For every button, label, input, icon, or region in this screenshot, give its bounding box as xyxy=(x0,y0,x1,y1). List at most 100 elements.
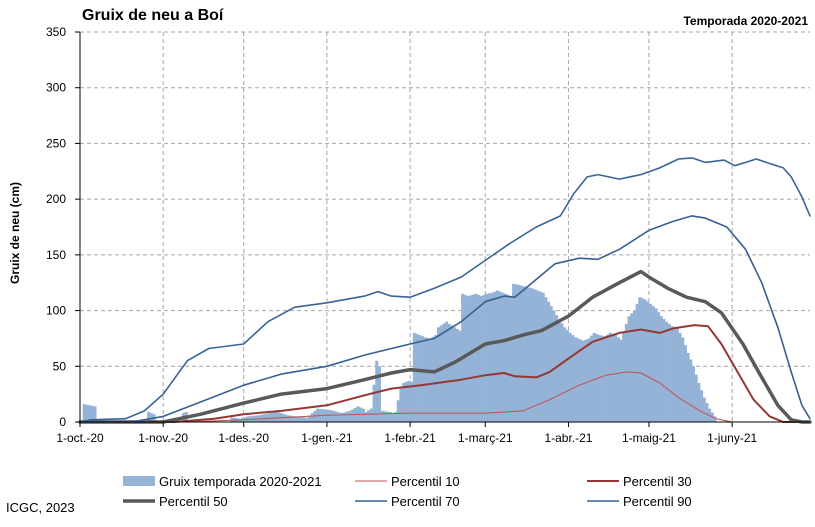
snow-depth-bar xyxy=(670,326,674,422)
snow-depth-bar xyxy=(517,284,521,422)
snow-depth-bar xyxy=(388,411,392,422)
snow-depth-bar xyxy=(557,319,561,422)
snow-depth-bar xyxy=(377,366,381,422)
snow-depth-bar xyxy=(415,333,419,422)
snow-depth-bar xyxy=(147,411,151,422)
snow-depth-bar xyxy=(418,335,422,422)
snow-depth-bar xyxy=(420,336,424,422)
snow-depth-bar xyxy=(520,285,524,422)
snow-depth-bar xyxy=(501,292,505,422)
snow-depth-bar xyxy=(525,287,529,422)
snow-depth-bar xyxy=(310,413,314,422)
snow-depth-bar xyxy=(603,336,607,422)
snow-depth-bar xyxy=(477,294,481,422)
snow-depth-bar xyxy=(713,416,717,422)
snow-depth-bar xyxy=(683,345,687,422)
snow-depth-bar xyxy=(426,337,430,422)
snow-depth-bar xyxy=(412,332,416,422)
snow-depth-bar xyxy=(479,296,483,422)
lines-layer xyxy=(78,157,812,424)
snow-depth-bar xyxy=(632,310,636,422)
snow-depth-bar xyxy=(364,411,368,422)
snow-depth-bar xyxy=(340,413,344,422)
snow-depth-bar xyxy=(675,328,679,422)
snow-depth-bar xyxy=(624,323,628,422)
snow-depth-bar xyxy=(678,332,682,422)
snow-depth-bar xyxy=(471,294,475,422)
snow-depth-bar xyxy=(458,330,462,422)
snow-depth-bar xyxy=(391,413,395,422)
x-tick-label: 1-maig-21 xyxy=(622,431,676,445)
snow-depth-bar xyxy=(619,339,623,422)
snow-depth-bar xyxy=(90,405,94,422)
snow-depth-bar xyxy=(563,327,567,422)
snow-depth-bar xyxy=(450,325,454,422)
snow-depth-bar xyxy=(544,297,548,422)
snow-depth-bar xyxy=(587,338,591,422)
snow-depth-bar xyxy=(493,291,497,422)
snow-depth-bar xyxy=(85,404,89,422)
line-percentil-10 xyxy=(79,371,811,423)
y-tick-label: 50 xyxy=(53,359,67,373)
snow-depth-bar xyxy=(597,335,602,422)
snow-depth-bar xyxy=(651,306,655,422)
snow-depth-bar xyxy=(541,292,545,422)
snow-depth-bar xyxy=(568,332,572,422)
bars-layer xyxy=(82,283,717,422)
snow-depth-bar xyxy=(447,323,451,422)
snow-depth-bar xyxy=(611,333,615,422)
x-tick-label: 1-març-21 xyxy=(458,431,513,445)
y-tick-label: 100 xyxy=(46,304,66,318)
snow-depth-bar xyxy=(533,289,537,422)
snow-depth-bar xyxy=(699,390,704,422)
legend-swatch-bar xyxy=(123,476,155,486)
snow-depth-bar xyxy=(308,415,312,422)
snow-depth-bar xyxy=(273,412,277,422)
snow-depth-bar xyxy=(275,411,280,422)
snow-depth-bar xyxy=(474,293,478,422)
snow-depth-bar xyxy=(681,337,685,422)
x-tick-label: 1-abr.-21 xyxy=(544,431,592,445)
line-percentil-70 xyxy=(79,215,811,423)
snow-depth-bar xyxy=(595,333,599,422)
snow-depth-bar xyxy=(667,323,671,422)
snow-depth-bar xyxy=(431,336,435,422)
snow-depth-bar xyxy=(565,330,569,422)
snow-depth-bar xyxy=(453,327,457,422)
snow-depth-bar xyxy=(635,303,639,422)
snow-depth-bar xyxy=(410,381,414,422)
line-percentil-50 xyxy=(78,269,812,424)
legend: Gruix temporada 2020-2021 Percentil 10 Per… xyxy=(123,474,692,509)
snow-depth-bar xyxy=(697,383,701,422)
snow-depth-bar xyxy=(538,291,543,422)
y-tick-label: 350 xyxy=(46,25,66,39)
snow-depth-bar xyxy=(616,337,620,422)
snow-depth-bar xyxy=(439,325,443,422)
x-tick-label: 1-des.-20 xyxy=(218,431,269,445)
axes-layer xyxy=(75,31,810,427)
snow-depth-bar xyxy=(530,288,534,422)
snow-depth-bar xyxy=(614,335,618,422)
snow-depth-bar xyxy=(549,306,553,422)
snow-depth-bar xyxy=(442,323,446,422)
snow-depth-bar xyxy=(334,411,339,422)
snow-depth-bar xyxy=(455,328,459,422)
snow-depth-bar xyxy=(88,405,92,422)
snow-depth-bar xyxy=(659,316,663,422)
snow-depth-bar xyxy=(485,293,489,422)
snow-depth-bar xyxy=(608,332,612,422)
snow-depth-bar xyxy=(482,294,486,422)
snow-depth-bar xyxy=(286,415,290,422)
snow-depth-bar xyxy=(662,318,666,422)
snow-depth-bar xyxy=(694,374,698,422)
snow-depth-bar xyxy=(404,381,408,422)
snow-depth-bar xyxy=(686,352,690,422)
snow-depth-bar xyxy=(512,283,516,422)
x-tick-label: 1-oct.-20 xyxy=(56,431,104,445)
y-axis-label: Gruix de neu (cm) xyxy=(8,182,22,284)
legend-label: Gruix temporada 2020-2021 xyxy=(159,474,322,489)
snow-depth-bar xyxy=(283,414,288,422)
snow-depth-bar xyxy=(627,316,631,422)
snow-depth-bar xyxy=(82,404,86,422)
